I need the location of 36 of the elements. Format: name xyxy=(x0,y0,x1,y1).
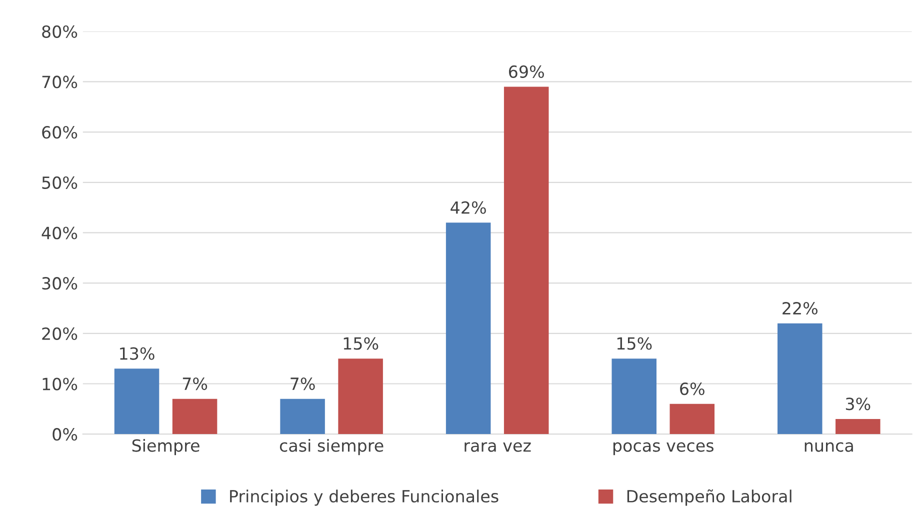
y-tick-label: 40% xyxy=(42,226,78,240)
y-tick-label: 60% xyxy=(42,126,78,139)
bar xyxy=(836,418,880,434)
data-label: 13% xyxy=(120,347,154,360)
x-tick-label: rara vez xyxy=(464,442,531,452)
bar xyxy=(670,404,715,434)
y-tick-label: 10% xyxy=(42,378,78,390)
x-tick-label: Siempre xyxy=(132,438,200,456)
y-tick-label: 0% xyxy=(52,428,78,441)
data-label: 7% xyxy=(290,377,315,390)
data-label: 3% xyxy=(846,398,870,410)
bar xyxy=(778,323,822,434)
bar xyxy=(504,86,549,434)
bar xyxy=(114,368,160,434)
data-label: 15% xyxy=(617,337,652,350)
y-tick-label: 30% xyxy=(42,277,78,290)
data-label: 15% xyxy=(344,337,378,350)
x-tick-label: casi siempre xyxy=(280,438,384,456)
bar xyxy=(446,222,491,434)
bar xyxy=(280,398,325,434)
x-tick-label: nunca xyxy=(804,442,853,452)
y-tick-label: 70% xyxy=(42,76,78,88)
data-label: 42% xyxy=(450,201,486,214)
data-label: 6% xyxy=(680,382,704,396)
bar xyxy=(612,358,656,434)
y-tick-label: 80% xyxy=(42,25,78,38)
y-tick-label: 50% xyxy=(42,176,78,189)
bar xyxy=(338,358,383,434)
data-label: 22% xyxy=(782,302,818,315)
y-tick-label: 20% xyxy=(42,327,78,340)
data-label: 7% xyxy=(182,377,208,390)
legend-label: Desempeño Laboral xyxy=(627,489,792,506)
x-tick-label: pocas veces xyxy=(613,442,714,456)
bar xyxy=(172,398,218,434)
data-label: 69% xyxy=(508,65,544,78)
legend-label: Principios y deberes Funcionales xyxy=(230,490,498,506)
